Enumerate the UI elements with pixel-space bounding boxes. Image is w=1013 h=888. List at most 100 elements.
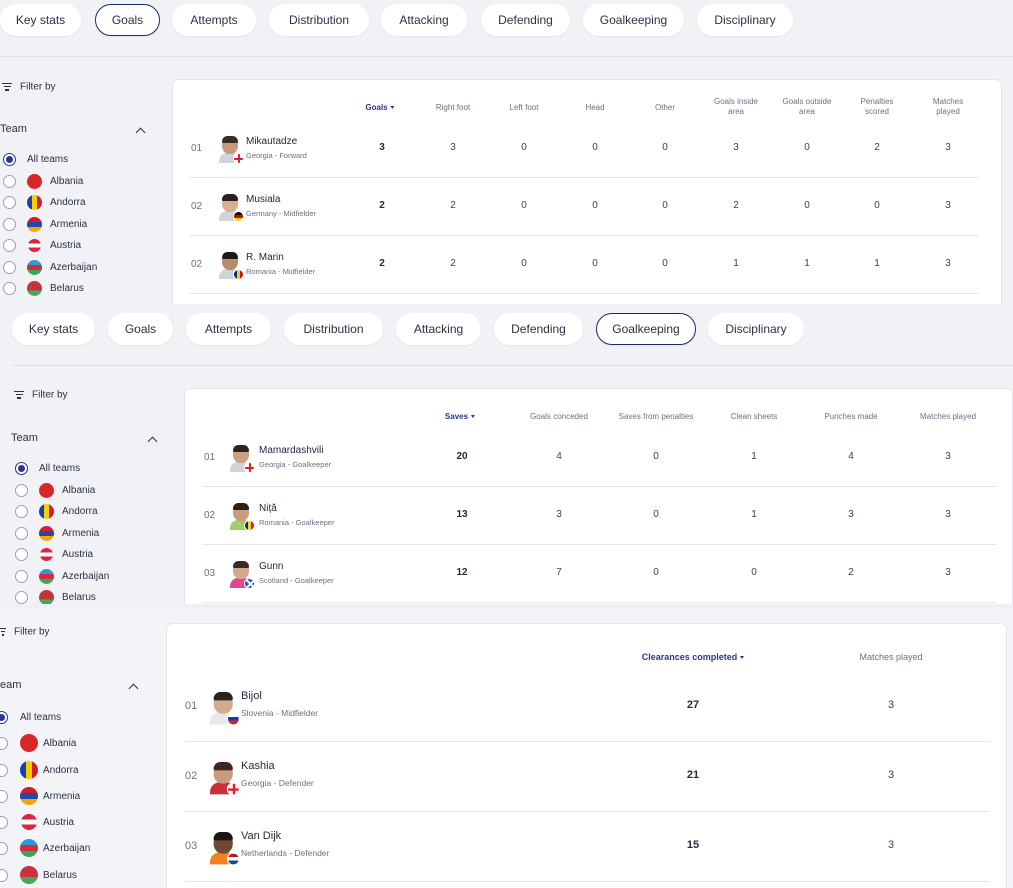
- column-header-left-foot[interactable]: Left foot: [509, 103, 539, 112]
- column-header-clean-sheets[interactable]: Clean sheets: [730, 412, 778, 421]
- player-name[interactable]: Bijol: [241, 690, 262, 702]
- column-header-other[interactable]: Other: [654, 103, 675, 112]
- column-header-penalties-scored[interactable]: Penalties scored: [860, 97, 894, 116]
- team-option-armenia[interactable]: Armenia: [12, 524, 172, 546]
- team-option-andorra[interactable]: Andorra: [0, 760, 157, 787]
- radio-icon[interactable]: [3, 239, 16, 252]
- chevron-up-icon[interactable]: [135, 127, 146, 138]
- team-option-azerbaijan[interactable]: Azerbaijan: [12, 567, 172, 589]
- column-header-matches-played[interactable]: Matches played: [919, 412, 977, 421]
- radio-icon[interactable]: [3, 282, 16, 295]
- tab-goalkeeping[interactable]: Goalkeeping: [596, 313, 696, 345]
- table-row[interactable]: 01 Mikautadze Georgia - Forward 3 3 0 0 …: [189, 120, 979, 178]
- tab-attacking[interactable]: Attacking: [381, 4, 467, 36]
- tab-goals[interactable]: Goals: [95, 4, 160, 36]
- column-header-saves[interactable]: Saves: [445, 412, 476, 422]
- team-option-austria[interactable]: Austria: [0, 813, 157, 839]
- radio-icon[interactable]: [3, 153, 16, 166]
- radio-icon[interactable]: [0, 789, 8, 803]
- tab-goalkeeping[interactable]: Goalkeeping: [583, 4, 684, 36]
- radio-icon[interactable]: [15, 591, 28, 604]
- filter-by[interactable]: Filter by: [2, 81, 56, 93]
- radio-icon[interactable]: [15, 462, 28, 475]
- player-name[interactable]: Niță: [259, 503, 277, 514]
- tab-key-stats[interactable]: Key stats: [12, 313, 95, 345]
- team-option-austria[interactable]: Austria: [12, 545, 172, 567]
- tab-defending[interactable]: Defending: [481, 4, 570, 36]
- tab-attempts[interactable]: Attempts: [186, 313, 271, 345]
- tab-distribution[interactable]: Distribution: [269, 4, 369, 36]
- chevron-up-icon[interactable]: [128, 683, 139, 694]
- team-option-albania[interactable]: Albania: [0, 172, 160, 194]
- tab-defending[interactable]: Defending: [494, 313, 583, 345]
- radio-icon[interactable]: [0, 737, 8, 751]
- column-header-right-foot[interactable]: Right foot: [435, 103, 471, 112]
- table-row[interactable]: 01 Bijol Slovenia - Midfielder 27 3: [185, 672, 990, 742]
- radio-icon[interactable]: [3, 217, 16, 231]
- player-name[interactable]: Gunn: [259, 561, 284, 572]
- column-header-matches-played[interactable]: Matches played: [932, 97, 964, 116]
- tab-attempts[interactable]: Attempts: [172, 4, 256, 36]
- tab-attacking[interactable]: Attacking: [396, 313, 481, 345]
- column-header-goals-inside-area[interactable]: Goals inside area: [713, 97, 759, 116]
- team-option-albania[interactable]: Albania: [12, 481, 172, 503]
- radio-icon[interactable]: [0, 763, 8, 777]
- radio-icon[interactable]: [0, 711, 8, 724]
- team-option-andorra[interactable]: Andorra: [0, 193, 160, 215]
- radio-icon[interactable]: [0, 868, 8, 882]
- table-row[interactable]: 03 Van Dijk Netherlands - Defender 15 3: [185, 812, 990, 882]
- team-option-all[interactable]: All teams: [0, 150, 160, 172]
- team-option-belarus[interactable]: Belarus: [0, 865, 157, 888]
- team-option-austria[interactable]: Austria: [0, 236, 160, 258]
- radio-icon[interactable]: [15, 483, 28, 497]
- team-option-azerbaijan[interactable]: Azerbaijan: [0, 258, 160, 280]
- radio-icon[interactable]: [15, 569, 28, 583]
- tab-goals[interactable]: Goals: [108, 313, 173, 345]
- player-name[interactable]: Mikautadze: [246, 136, 298, 147]
- column-header-matches-played[interactable]: Matches played: [859, 652, 923, 662]
- chevron-up-icon[interactable]: [147, 436, 158, 447]
- column-header-head[interactable]: Head: [585, 103, 605, 112]
- tab-disciplinary[interactable]: Disciplinary: [708, 313, 804, 345]
- filter-by[interactable]: Filter by: [14, 389, 68, 401]
- table-row[interactable]: 02 Kashia Georgia - Defender 21 3: [185, 742, 990, 812]
- column-header-goals[interactable]: Goals: [365, 103, 395, 113]
- table-row[interactable]: 01 Mamardashvili Georgia - Goalkeeper 20…: [202, 429, 996, 487]
- team-option-armenia[interactable]: Armenia: [0, 215, 160, 237]
- table-row[interactable]: 03 Gunn Scotland - Goalkeeper 12 7 0 0 2…: [202, 545, 996, 603]
- player-name[interactable]: R. Marin: [246, 252, 284, 263]
- column-header-goals-outside-area[interactable]: Goals outside area: [782, 97, 832, 116]
- team-option-all[interactable]: All teams: [0, 708, 157, 734]
- team-option-albania[interactable]: Albania: [0, 734, 157, 760]
- player-name[interactable]: Musiala: [246, 194, 281, 205]
- filter-by[interactable]: Filter by: [0, 626, 50, 638]
- player-name[interactable]: Mamardashvili: [259, 445, 324, 456]
- column-header-clearances-completed[interactable]: Clearances completed: [633, 652, 753, 662]
- radio-icon[interactable]: [3, 260, 16, 274]
- team-option-armenia[interactable]: Armenia: [0, 786, 157, 813]
- radio-icon[interactable]: [3, 196, 16, 209]
- tab-key-stats[interactable]: Key stats: [0, 4, 81, 36]
- radio-icon[interactable]: [0, 842, 8, 856]
- column-header-saves-from-penalties[interactable]: Saves from penalties: [618, 412, 694, 421]
- table-row[interactable]: 02 Musiala Germany - Midfielder 2 2 0 0 …: [189, 178, 979, 236]
- table-row[interactable]: 02 Niță Romania - Goalkeeper 13 3 0 1 3 …: [202, 487, 996, 545]
- team-option-azerbaijan[interactable]: Azerbaijan: [0, 839, 157, 865]
- radio-icon[interactable]: [3, 174, 16, 188]
- radio-icon[interactable]: [15, 505, 28, 518]
- team-option-belarus[interactable]: Belarus: [0, 279, 160, 301]
- team-option-andorra[interactable]: Andorra: [12, 502, 172, 524]
- radio-icon[interactable]: [15, 526, 28, 540]
- tab-distribution[interactable]: Distribution: [284, 313, 383, 345]
- column-header-goals-conceded[interactable]: Goals conceded: [530, 412, 588, 421]
- radio-icon[interactable]: [0, 816, 8, 830]
- team-option-all[interactable]: All teams: [12, 459, 172, 481]
- team-option-belarus[interactable]: Belarus: [12, 588, 172, 604]
- player-name[interactable]: Van Dijk: [241, 830, 282, 842]
- table-row[interactable]: 02 R. Marin Romania - Midfielder 2 2 0 0…: [189, 236, 979, 294]
- tab-disciplinary[interactable]: Disciplinary: [697, 4, 793, 36]
- player-name[interactable]: Kashia: [241, 760, 275, 772]
- player-meta: Netherlands - Defender: [241, 848, 330, 858]
- column-header-punches-made[interactable]: Punches made: [824, 412, 878, 421]
- radio-icon[interactable]: [15, 548, 28, 561]
